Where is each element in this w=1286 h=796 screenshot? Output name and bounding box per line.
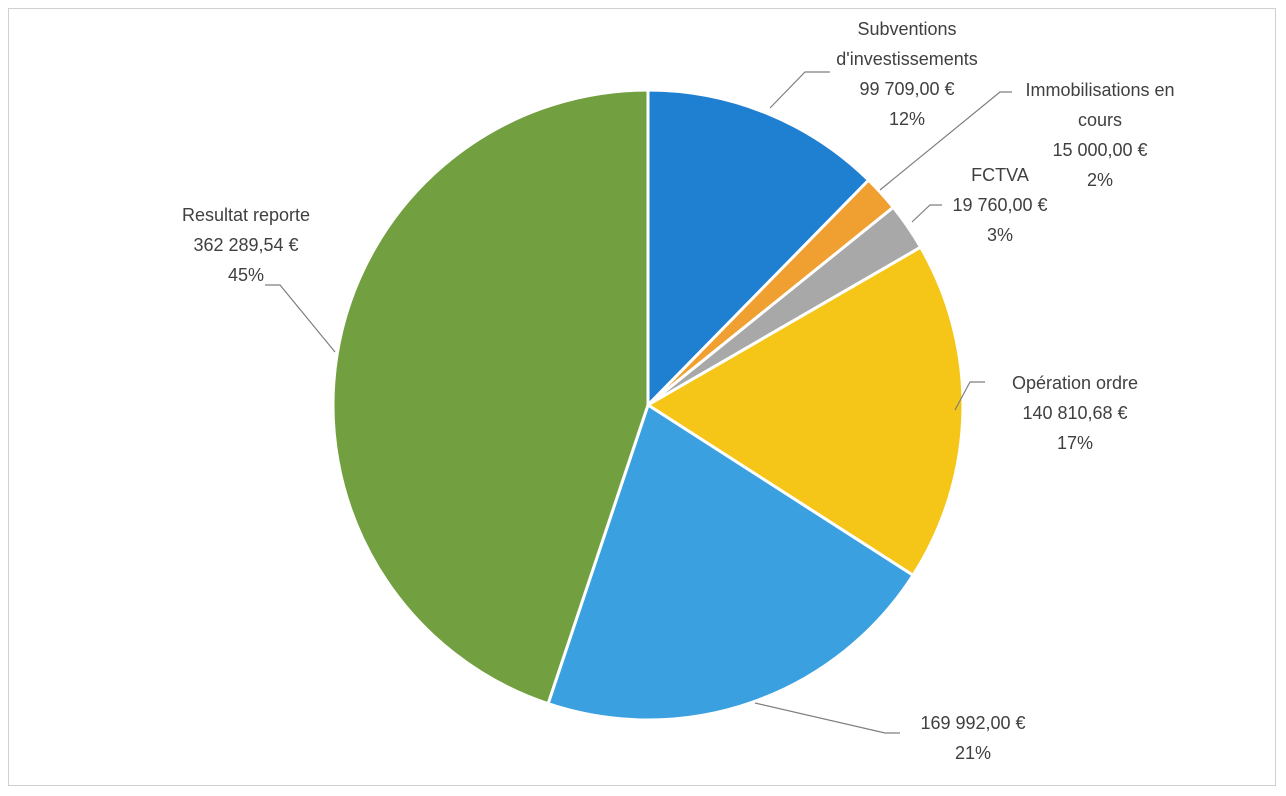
pie-slice [331, 88, 650, 706]
category-name: Opération ordre [1011, 373, 1139, 393]
data-label: FCTVA 19 760,00 € 3% [930, 160, 1070, 250]
percent-label: 12% [888, 109, 926, 129]
value-label: 362 289,54 € [193, 235, 299, 255]
percent-label: 45% [227, 265, 265, 285]
category-name: Immobilisations en cours [1025, 80, 1175, 130]
leader-line [769, 71, 830, 109]
leader-line [879, 91, 1012, 191]
leader-line [911, 204, 942, 223]
percent-label: 3% [986, 225, 1013, 245]
leader-line [754, 702, 900, 734]
pie-slice [645, 245, 965, 578]
value-label: 140 810,68 € [1022, 403, 1128, 423]
data-label: Immobilisations en cours 15 000,00 € 2% [1015, 75, 1185, 195]
category-name: Resultat reporte [181, 205, 311, 225]
leader-line [954, 381, 985, 411]
pie-slice [546, 402, 916, 722]
value-label: 15 000,00 € [1052, 140, 1148, 160]
percent-label: 21% [954, 743, 992, 763]
percent-label: 2% [1086, 170, 1113, 190]
leader-lines [265, 71, 1012, 734]
data-label: Subventions d'investissements 99 709,00 €… [827, 14, 987, 134]
data-label: Resultat reporte 362 289,54 € 45% [156, 200, 336, 290]
pie-slice [646, 88, 871, 409]
percent-label: 17% [1056, 433, 1094, 453]
value-label: 19 760,00 € [952, 195, 1048, 215]
value-label: 169 992,00 € [920, 713, 1026, 733]
category-name: FCTVA [971, 165, 1029, 185]
category-name: Subventions d'investissements [836, 19, 978, 69]
value-label: 99 709,00 € [859, 79, 955, 99]
chart-frame [8, 8, 1276, 786]
data-label: Opération ordre 140 810,68 € 17% [995, 368, 1155, 458]
data-label: 169 992,00 € 21% [893, 708, 1053, 768]
leader-line [265, 284, 336, 353]
